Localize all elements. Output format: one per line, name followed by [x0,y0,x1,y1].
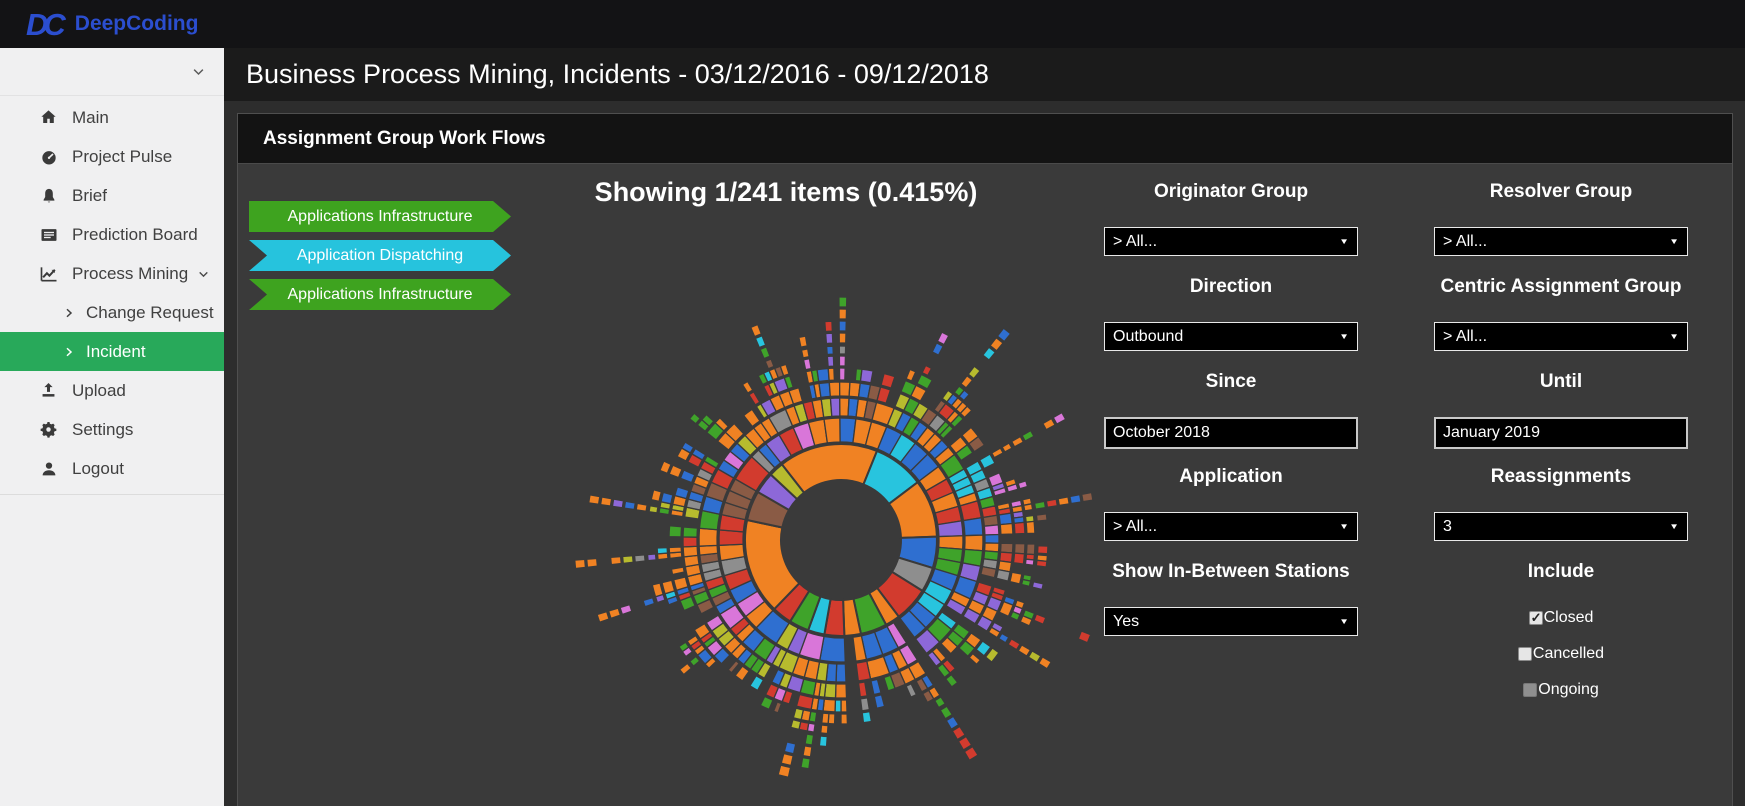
sidebar-item-label: Logout [72,458,124,478]
until-date-input[interactable] [1434,417,1688,449]
deepcoding-logo-icon: DC [26,6,66,42]
sidebar-item-settings[interactable]: Settings [0,410,224,449]
resolver-group-select[interactable]: > All... [1434,227,1688,256]
sidebar-item-change-request[interactable]: Change Request [0,293,224,332]
sidebar-item-prediction-board[interactable]: Prediction Board [0,215,224,254]
checkbox-label: Ongoing [1538,681,1599,698]
filter-label: Include [1527,561,1595,582]
show-in-between-select[interactable]: Yes [1104,607,1358,636]
page-title-bar: Business Process Mining, Incidents - 03/… [224,48,1745,101]
chevron-down-icon [193,69,204,76]
sidebar: Main Project Pulse Brief Prediction Boar… [0,48,224,806]
brand-name: DeepCoding [74,12,199,35]
sidebar-item-label: Prediction Board [72,224,198,244]
include-ongoing-row: Ongoing [1523,681,1599,699]
sidebar-item-label: Upload [72,380,126,400]
filter-label: Since [1205,371,1257,392]
filter-include: Include Closed Cancelled Ongoing [1396,544,1726,698]
direction-select[interactable]: Outbound [1104,322,1358,351]
sidebar-item-label: Process Mining [72,263,189,283]
filter-label: Centric Assignment Group [1440,276,1682,297]
page-title: Business Process Mining, Incidents - 03/… [246,59,989,89]
sidebar-item-label: Change Request [86,302,214,322]
panel-title: Assignment Group Work Flows [263,127,546,149]
flow-step-2[interactable]: Application Dispatching [249,240,511,271]
originator-group-select[interactable]: > All... [1104,227,1358,256]
ongoing-checkbox[interactable] [1523,683,1538,697]
centric-assignment-group-select[interactable]: > All... [1434,322,1688,351]
filter-label: Originator Group [1153,181,1309,202]
include-closed-row: Closed [1528,609,1594,627]
filter-application: Application > All... ▼ [1066,449,1396,544]
home-icon [38,107,59,128]
filters-panel: Originator Group > All... ▼ Resolver Gro… [1066,164,1726,698]
board-icon [38,224,59,245]
filter-label: Reassignments [1490,466,1632,487]
sidebar-item-logout[interactable]: Logout [0,449,224,488]
filter-centric-assignment-group: Centric Assignment Group > All... ▼ [1396,259,1726,354]
bell-icon [38,185,59,206]
sidebar-menu: Main Project Pulse Brief Prediction Boar… [0,96,224,495]
filter-resolver-group: Resolver Group > All... ▼ [1396,164,1726,259]
sidebar-item-upload[interactable]: Upload [0,371,224,410]
workflows-panel: Assignment Group Work Flows Applications… [237,113,1733,806]
filter-show-in-between: Show In-Between Stations Yes ▼ [1066,544,1396,639]
filter-label: Application [1179,466,1283,487]
chevron-right-icon [62,341,76,362]
sidebar-item-main[interactable]: Main [0,98,224,137]
main-area: Business Process Mining, Incidents - 03/… [224,48,1745,806]
reassignments-select[interactable]: 3 [1434,512,1688,541]
filter-label: Until [1539,371,1583,392]
sunburst-chart[interactable] [511,240,1171,806]
chart-line-icon [38,263,59,284]
sidebar-item-brief[interactable]: Brief [0,176,224,215]
checkbox-label: Closed [1543,609,1594,626]
filter-originator-group: Originator Group > All... ▼ [1066,164,1396,259]
top-bar: DC DeepCoding [0,0,1745,48]
chevron-right-icon [62,302,76,323]
filter-label: Resolver Group [1489,181,1633,202]
chevron-down-icon [197,267,210,280]
gauge-icon [38,146,59,167]
sidebar-item-label: Main [72,107,109,127]
content-area: Assignment Group Work Flows Applications… [224,101,1745,806]
sidebar-item-label: Brief [72,185,107,205]
flow-path: Applications Infrastructure Application … [249,201,511,318]
sidebar-collapse-header[interactable] [0,48,224,96]
filter-label: Direction [1189,276,1273,297]
filter-reassignments: Reassignments 3 ▼ [1396,449,1726,544]
since-date-input[interactable] [1104,417,1358,449]
panel-body: Applications Infrastructure Application … [238,164,1732,806]
upload-icon [38,380,59,401]
cancelled-checkbox[interactable] [1517,647,1532,661]
checkbox-label: Cancelled [1532,645,1605,662]
filter-direction: Direction Outbound ▼ [1066,259,1396,354]
showing-items-heading: Showing 1/241 items (0.415%) [594,177,978,207]
sidebar-item-process-mining[interactable]: Process Mining [0,254,224,293]
sidebar-item-label: Incident [86,341,146,361]
flow-step-1[interactable]: Applications Infrastructure [249,201,511,232]
sidebar-item-incident[interactable]: Incident [0,332,224,371]
filter-until: Until [1396,354,1726,449]
sidebar-item-label: Project Pulse [72,146,173,166]
filter-label: Show In-Between Stations [1112,561,1350,582]
include-cancelled-row: Cancelled [1517,645,1605,663]
closed-checkbox[interactable] [1528,610,1543,626]
sidebar-item-project-pulse[interactable]: Project Pulse [0,137,224,176]
sidebar-item-label: Settings [72,419,134,439]
user-icon [38,458,59,479]
flow-step-3[interactable]: Applications Infrastructure [249,279,511,310]
panel-header: Assignment Group Work Flows [238,114,1732,164]
application-select[interactable]: > All... [1104,512,1358,541]
filter-since: Since [1066,354,1396,449]
gear-icon [38,419,59,440]
sidebar-divider [0,494,224,495]
